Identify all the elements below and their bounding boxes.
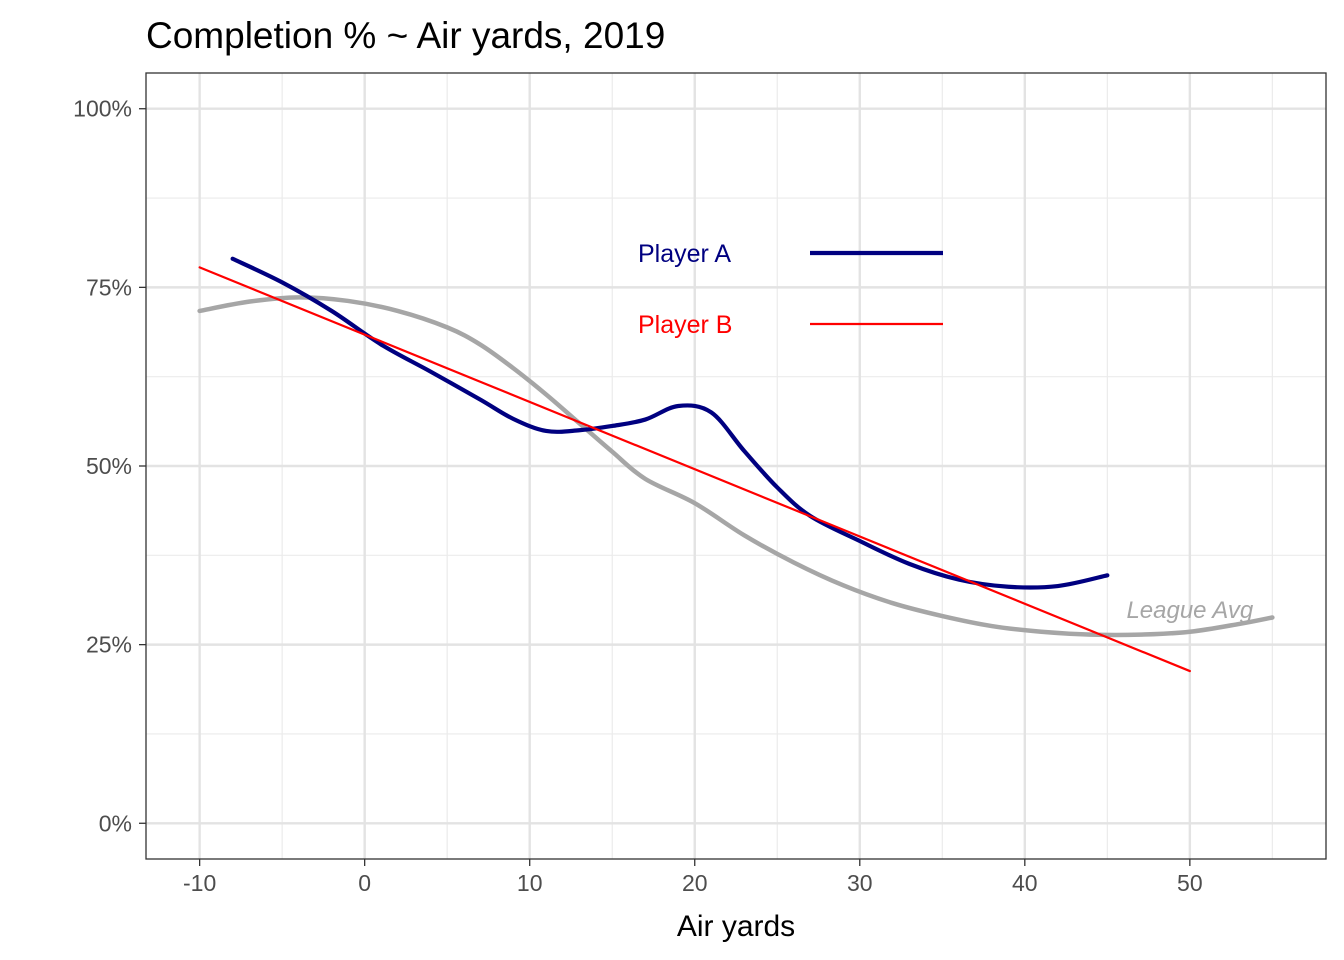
y-tick-label: 75% — [86, 274, 132, 300]
legend-label-player-a: Player A — [638, 240, 731, 268]
annotation-layer: League Avg — [1126, 597, 1253, 624]
y-axis: 0% 25% 50% 75% 100% — [73, 96, 146, 836]
x-tick-label: 40 — [1012, 870, 1038, 896]
x-tick-label: 10 — [517, 870, 543, 896]
x-axis: -10 0 10 20 30 40 50 — [183, 859, 1203, 896]
x-tick-label: 30 — [847, 870, 873, 896]
annotation-label: League Avg — [1126, 597, 1253, 624]
x-axis-title: Air yards — [677, 910, 795, 943]
series-line-league-avg — [197, 295, 1275, 638]
y-tick-label: 0% — [99, 810, 132, 836]
x-tick-label: 20 — [682, 870, 708, 896]
legend-label-player-b: Player B — [638, 311, 732, 339]
x-tick-label: 50 — [1177, 870, 1203, 896]
x-tick-label: -10 — [183, 870, 216, 896]
y-tick-label: 25% — [86, 632, 132, 658]
y-tick-label: 100% — [73, 96, 132, 122]
series-line-player-b — [198, 266, 1191, 673]
chart-title: Completion % ~ Air yards, 2019 — [146, 15, 665, 56]
series-line-player-a — [230, 256, 1110, 590]
x-tick-label: 0 — [358, 870, 371, 896]
grid-major — [146, 73, 1326, 859]
y-tick-label: 50% — [86, 453, 132, 479]
legend: Player A Player B — [638, 240, 943, 339]
series-layer — [197, 256, 1275, 673]
